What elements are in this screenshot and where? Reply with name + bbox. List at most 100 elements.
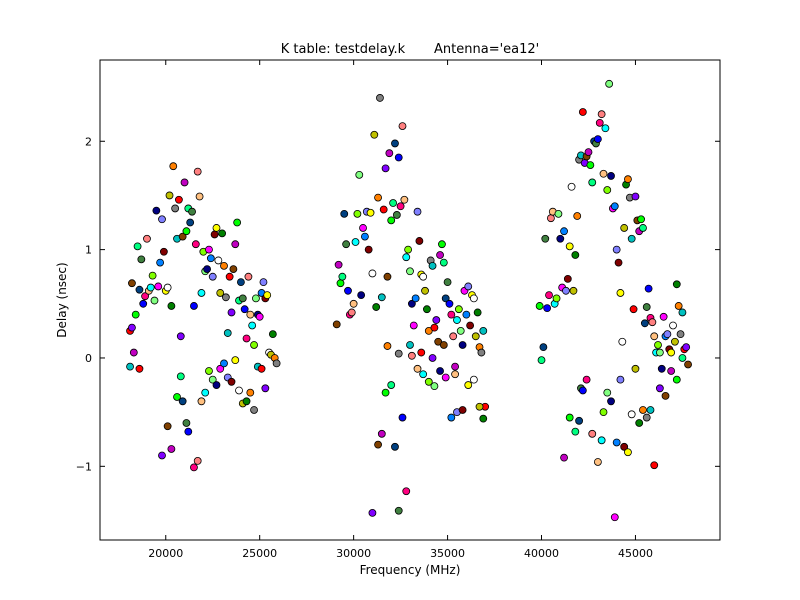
data-point (218, 229, 227, 238)
data-point (268, 330, 277, 339)
data-point (415, 237, 424, 245)
data-point (648, 318, 657, 327)
data-point (646, 406, 655, 414)
data-point (349, 299, 358, 308)
data-point (620, 442, 629, 451)
data-point (569, 286, 578, 295)
data-point (419, 370, 428, 379)
data-point (404, 245, 413, 254)
data-points (126, 79, 692, 522)
data-point (669, 321, 677, 330)
data-point (639, 406, 647, 414)
data-point (193, 457, 202, 465)
x-tick-label: 30000 (336, 547, 371, 560)
data-point (250, 406, 258, 414)
data-point (573, 212, 582, 220)
data-point (231, 240, 240, 249)
chart-title: K table: testdelay.k Antenna='ea12' (281, 42, 540, 57)
data-point (593, 458, 602, 466)
data-point (597, 436, 606, 445)
data-point (475, 402, 484, 411)
data-point (137, 255, 146, 264)
data-point (133, 242, 142, 251)
data-point (377, 293, 386, 302)
data-point (387, 216, 396, 225)
data-point (430, 323, 439, 332)
data-point (190, 302, 198, 310)
data-point (616, 289, 625, 297)
data-point (640, 319, 649, 328)
data-point (479, 326, 488, 335)
data-point (413, 364, 422, 373)
x-tick-label: 35000 (430, 547, 465, 560)
data-point (627, 410, 636, 419)
data-point (391, 139, 399, 148)
data-point (657, 364, 666, 373)
data-point (225, 272, 234, 281)
data-point (407, 351, 416, 360)
x-tick-label: 20000 (148, 547, 183, 560)
data-point (235, 386, 243, 395)
data-point (332, 320, 341, 329)
data-point (672, 375, 681, 384)
data-point (135, 285, 144, 294)
data-point (394, 506, 403, 515)
data-point (244, 272, 253, 281)
data-point (221, 293, 230, 302)
data-point (398, 413, 407, 422)
data-point (612, 245, 621, 254)
data-point (385, 149, 394, 158)
data-point (614, 258, 623, 267)
y-axis: −1 0 1 2 (76, 135, 720, 473)
data-point (616, 375, 625, 384)
data-point (599, 169, 608, 178)
x-tick-label: 40000 (524, 547, 559, 560)
data-point (469, 294, 478, 303)
data-point (383, 272, 392, 281)
data-point (436, 367, 444, 375)
data-point (201, 388, 210, 397)
data-point (368, 269, 377, 278)
data-point (682, 343, 691, 352)
data-point (406, 341, 414, 349)
data-point (454, 305, 463, 314)
data-point (377, 429, 386, 438)
data-point (163, 422, 172, 431)
y-axis-label: Delay (nsec) (55, 262, 69, 337)
data-point (635, 419, 644, 427)
data-point (389, 199, 397, 207)
data-point (163, 283, 172, 292)
data-point (560, 227, 568, 236)
data-point (394, 349, 403, 358)
data-point (210, 230, 219, 239)
data-point (227, 308, 236, 317)
data-point (205, 367, 213, 375)
data-point (603, 388, 612, 397)
data-point (655, 348, 664, 357)
data-point (684, 360, 692, 369)
data-point (184, 427, 193, 436)
data-point (248, 321, 257, 330)
data-point (391, 442, 399, 451)
data-point (351, 238, 360, 246)
data-point (191, 240, 200, 249)
data-point (607, 397, 615, 406)
data-point (188, 207, 196, 216)
data-point (439, 258, 448, 267)
data-point (340, 209, 349, 218)
data-point (456, 326, 465, 335)
data-point (477, 348, 486, 357)
data-point (421, 286, 429, 295)
data-point (205, 245, 213, 254)
data-point (650, 332, 659, 341)
data-point (599, 408, 608, 417)
data-point (423, 305, 431, 314)
data-point (586, 161, 595, 170)
data-point (661, 391, 670, 400)
data-point (631, 364, 640, 373)
data-point (182, 419, 191, 427)
data-point (447, 310, 456, 319)
data-point (353, 209, 362, 218)
data-point (173, 393, 181, 401)
